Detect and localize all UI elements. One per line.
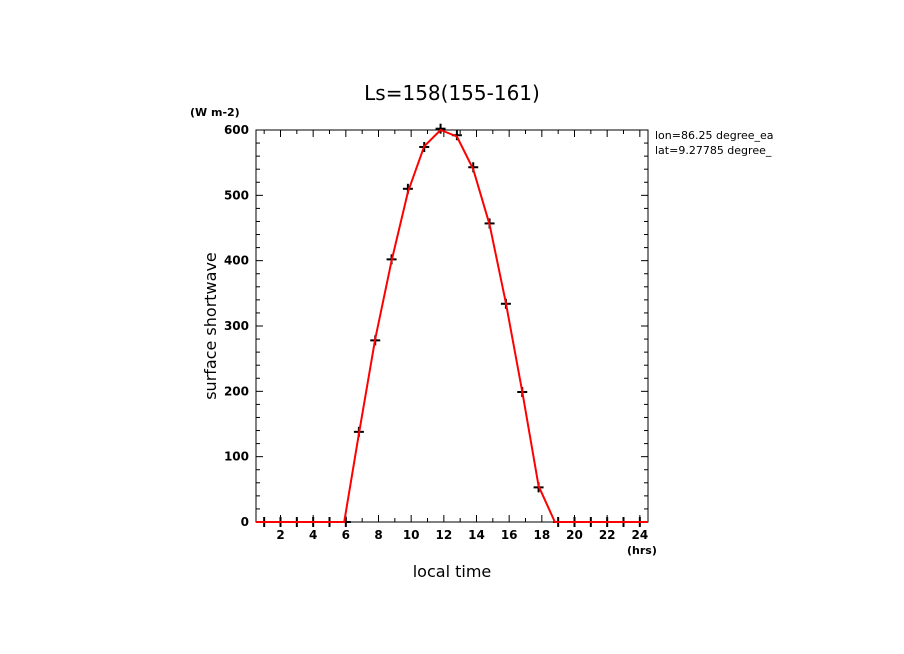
y-tick-label: 300 (224, 319, 249, 333)
x-tick-label: 10 (403, 528, 420, 542)
x-tick-label: 18 (533, 528, 550, 542)
data-point (435, 123, 446, 134)
x-tick-label: 8 (374, 528, 382, 542)
y-tick-label: 100 (224, 450, 249, 464)
x-unit-label: (hrs) (627, 544, 657, 557)
y-tick-label: 400 (224, 254, 249, 268)
y-tick-label: 600 (224, 123, 249, 137)
y-tick-label: 200 (224, 384, 249, 398)
y-axis-label: surface shortwave (201, 252, 220, 400)
y-unit-label: (W m-2) (190, 106, 240, 119)
x-tick-label: 20 (566, 528, 583, 542)
plot-frame (255, 129, 649, 523)
x-tick-label: 4 (309, 528, 317, 542)
y-tick-label: 500 (224, 188, 249, 202)
x-tick-label: 14 (468, 528, 485, 542)
x-tick-label: 16 (501, 528, 518, 542)
y-tick-label: 0 (241, 515, 249, 529)
x-tick-label: 24 (631, 528, 648, 542)
x-axis-label: local time (413, 562, 492, 581)
x-tick-label: 22 (599, 528, 616, 542)
x-tick-label: 12 (435, 528, 452, 542)
chart-title: Ls=158(155-161) (364, 81, 540, 105)
series-line (256, 129, 648, 523)
x-tick-label: 2 (276, 528, 284, 542)
x-tick-label: 6 (342, 528, 350, 542)
annotation-lon: lon=86.25 degree_ea (655, 129, 774, 142)
annotation-lat: lat=9.27785 degree_ (655, 144, 772, 157)
